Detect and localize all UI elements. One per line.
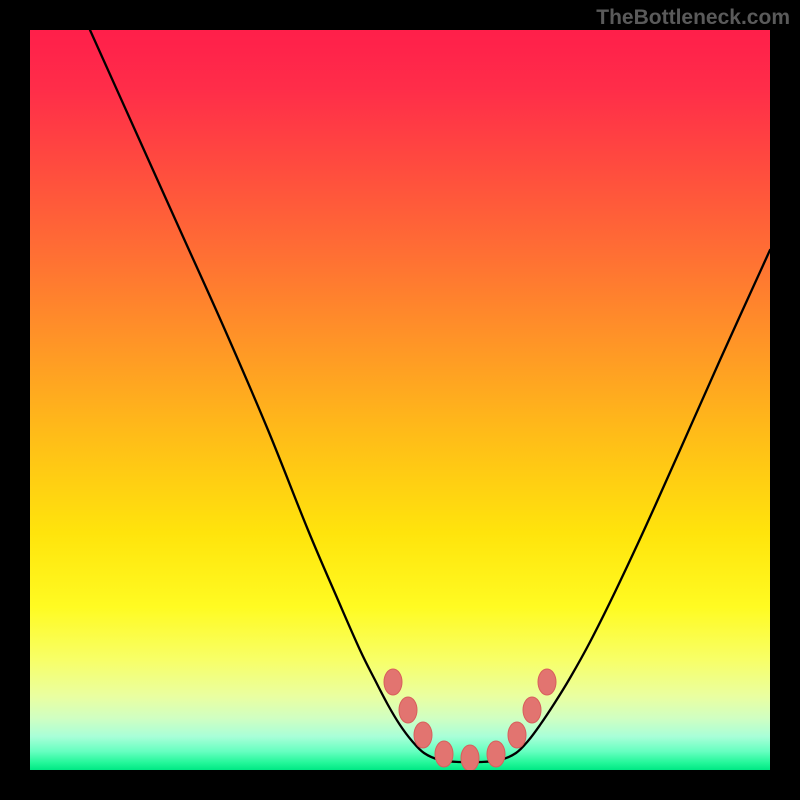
marker-group [384,669,556,770]
watermark-text: TheBottleneck.com [596,6,790,30]
curve-layer [30,30,770,770]
data-marker [414,722,432,748]
data-marker [508,722,526,748]
data-marker [487,741,505,767]
bottleneck-curve [90,30,770,762]
data-marker [384,669,402,695]
data-marker [538,669,556,695]
data-marker [523,697,541,723]
data-marker [461,745,479,770]
data-marker [399,697,417,723]
data-marker [435,741,453,767]
chart-plot-area [30,30,770,770]
